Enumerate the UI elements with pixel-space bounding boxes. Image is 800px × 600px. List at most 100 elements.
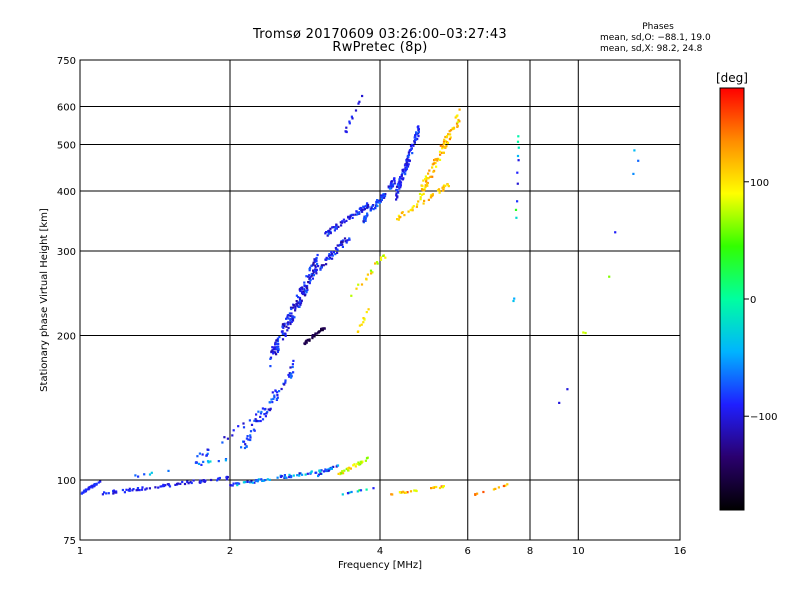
x-mode-point (350, 294, 353, 297)
o-mode-point (512, 299, 515, 303)
x-mode-point (427, 198, 430, 201)
o-mode-point (244, 481, 247, 484)
o-mode-point (275, 398, 279, 401)
o-mode-point (283, 332, 286, 335)
x-mode-point (362, 317, 365, 320)
o-mode-point (411, 152, 414, 155)
x-mode-point (441, 147, 444, 150)
o-mode-point (271, 346, 274, 349)
o-mode-point (121, 488, 124, 492)
o-mode-point (304, 341, 307, 344)
o-mode-point (395, 198, 398, 201)
o-mode-point (288, 375, 291, 378)
o-mode-point (345, 219, 348, 222)
x-mode-point (419, 198, 422, 201)
o-mode-point (584, 331, 587, 335)
o-mode-point (236, 484, 239, 487)
x-mode-point (455, 122, 459, 125)
o-mode-point (224, 459, 227, 462)
o-mode-point (310, 274, 314, 277)
x-mode-point (435, 165, 438, 168)
x-mode-point (432, 162, 435, 165)
o-mode-point (289, 374, 292, 377)
o-mode-point (313, 258, 316, 261)
o-mode-point (93, 484, 96, 487)
x-mode-point (434, 161, 437, 165)
o-mode-point (336, 251, 339, 254)
o-mode-point (369, 208, 372, 211)
o-mode-point (366, 202, 369, 205)
o-mode-point (167, 469, 170, 472)
o-mode-point (362, 205, 365, 208)
o-mode-point (250, 423, 254, 426)
x-mode-point (425, 177, 428, 180)
o-mode-point (271, 391, 274, 394)
o-mode-point (402, 177, 405, 180)
o-mode-point (416, 137, 419, 141)
o-mode-point (376, 199, 379, 202)
o-mode-point (246, 435, 249, 438)
o-mode-point (282, 324, 285, 328)
o-mode-point (408, 160, 411, 163)
o-mode-point (361, 94, 364, 98)
x-mode-point (400, 491, 404, 494)
x-mode-point (444, 140, 447, 143)
o-mode-point (341, 240, 344, 243)
o-mode-point (282, 323, 285, 326)
o-mode-point (399, 176, 402, 179)
o-mode-point (226, 437, 229, 440)
o-mode-point (341, 220, 344, 223)
o-mode-point (293, 304, 296, 307)
colorbar: [deg] 100 0 −100 (716, 71, 777, 511)
o-mode-point (286, 323, 290, 326)
o-mode-point (216, 479, 219, 482)
o-mode-point (127, 489, 130, 492)
o-mode-point (315, 269, 318, 272)
x-mode-point (504, 484, 507, 487)
colorbar-gradient (719, 87, 745, 511)
o-mode-point (316, 332, 319, 335)
o-mode-point (289, 474, 292, 478)
plot-frame (79, 59, 681, 541)
o-mode-point (89, 485, 92, 489)
o-mode-point (257, 478, 260, 482)
o-mode-point (311, 337, 314, 340)
o-mode-point (206, 460, 210, 463)
o-mode-point (305, 275, 308, 278)
o-mode-point (301, 286, 304, 289)
o-mode-point (135, 489, 138, 492)
x-tick-label: 6 (465, 546, 471, 557)
o-mode-point (350, 115, 353, 118)
o-mode-point (319, 472, 322, 475)
o-mode-point (206, 452, 209, 455)
x-mode-point (362, 321, 365, 324)
o-mode-point (289, 319, 292, 322)
x-mode-point (371, 271, 374, 274)
colorbar-tick-label: 100 (750, 178, 769, 189)
o-mode-point (314, 471, 317, 474)
o-mode-point (290, 372, 293, 375)
o-mode-point (226, 476, 229, 479)
o-mode-point (253, 419, 256, 422)
o-mode-point (336, 248, 339, 251)
o-mode-point (382, 194, 385, 197)
colorbar-label: [deg] (716, 71, 748, 85)
o-mode-point (344, 240, 347, 243)
o-mode-point (255, 419, 258, 422)
o-mode-point (314, 266, 317, 269)
o-mode-point (398, 178, 401, 181)
o-mode-point (307, 281, 310, 284)
x-mode-point (431, 194, 434, 197)
o-mode-point (141, 486, 144, 489)
o-mode-point (262, 479, 265, 482)
x-mode-point (446, 183, 449, 186)
o-mode-point (205, 454, 208, 457)
x-mode-point (432, 486, 435, 489)
o-mode-point (99, 480, 102, 483)
o-mode-point (245, 437, 248, 440)
o-mode-point (399, 186, 402, 189)
o-mode-point (417, 135, 420, 138)
o-mode-point (309, 279, 312, 282)
o-mode-point (266, 410, 269, 414)
x-mode-point (365, 278, 368, 281)
